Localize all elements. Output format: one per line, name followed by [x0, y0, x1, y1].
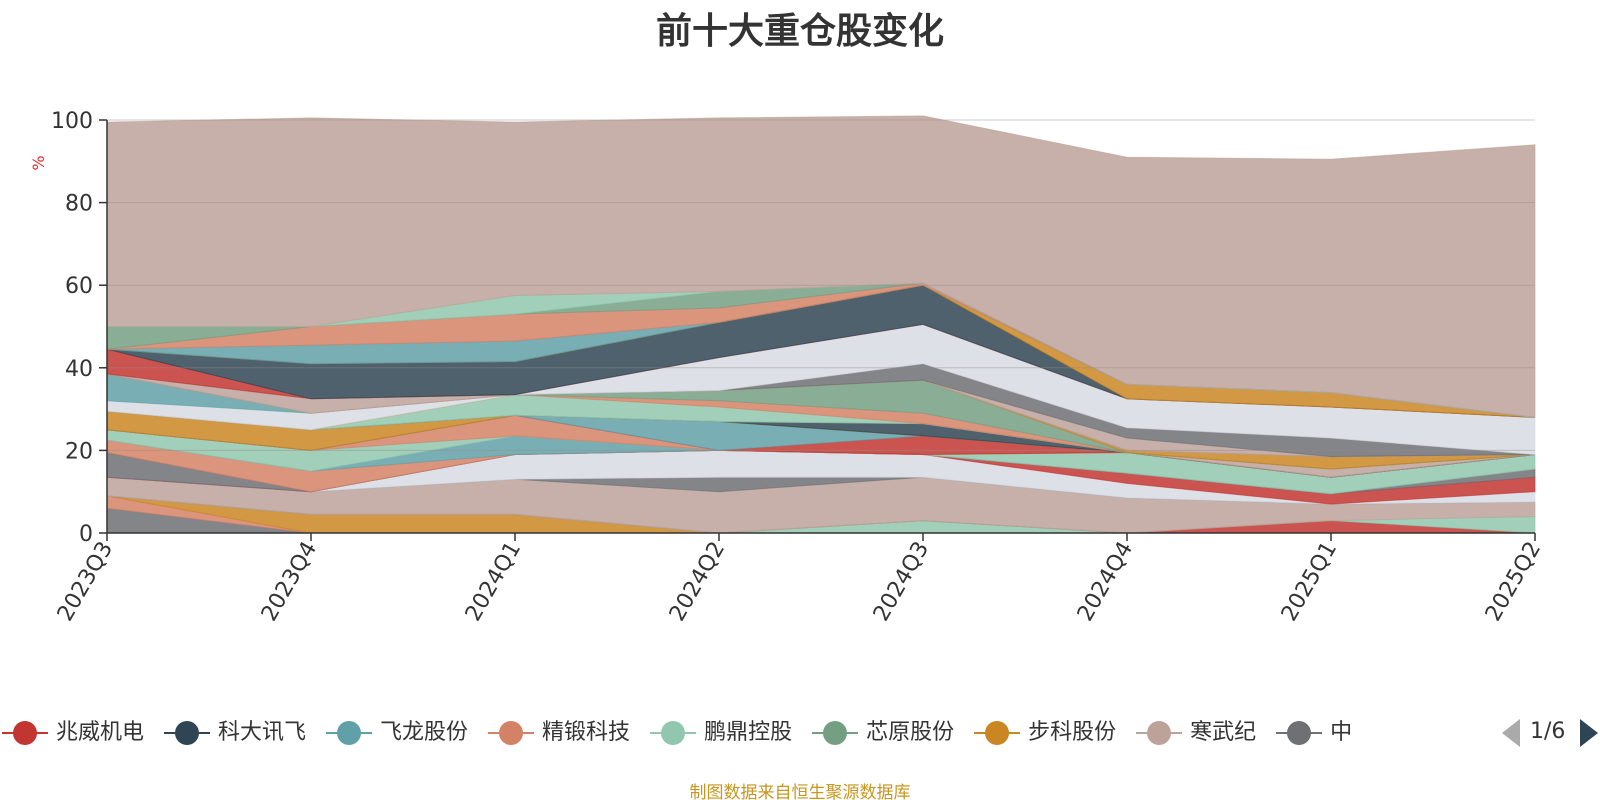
legend-marker-icon — [486, 713, 536, 753]
legend-item[interactable]: 芯原股份 — [810, 712, 954, 752]
x-tick-label: 2024Q3 — [869, 538, 934, 626]
area-series — [106, 115, 1536, 534]
legend-item[interactable]: 鹏鼎控股 — [648, 712, 792, 752]
legend-pager: 1/6 — [1500, 712, 1600, 752]
legend-item[interactable]: 兆威机电 — [0, 712, 144, 752]
legend-item[interactable]: 寒武纪 — [1134, 712, 1256, 752]
legend-item[interactable]: 精锻科技 — [486, 712, 630, 752]
legend-item[interactable]: 步科股份 — [972, 712, 1116, 752]
legend-label: 鹏鼎控股 — [704, 719, 793, 745]
legend-item[interactable]: 科大讯飞 — [162, 712, 306, 752]
legend-marker-icon — [324, 713, 374, 753]
y-tick-label: 80 — [65, 192, 93, 217]
legend-label: 精锻科技 — [542, 719, 631, 745]
legend: 兆威机电 科大讯飞 飞龙股份 精锻科技 鹏鼎控股 芯原股份 步科股份 寒武纪 中 — [0, 712, 1480, 752]
y-tick-label: 0 — [79, 522, 93, 547]
y-tick-label: 40 — [65, 357, 93, 382]
x-tick-label: 2024Q2 — [665, 538, 730, 626]
legend-marker-icon — [0, 713, 50, 753]
legend-marker-icon — [648, 713, 698, 753]
legend-label: 兆威机电 — [56, 719, 145, 745]
legend-marker-icon — [1134, 713, 1184, 753]
x-tick-label: 2023Q4 — [257, 538, 322, 626]
legend-marker-icon — [972, 713, 1022, 753]
legend-label: 芯原股份 — [866, 719, 955, 745]
x-tick-label: 2023Q3 — [53, 538, 118, 626]
legend-marker-icon — [1274, 713, 1324, 753]
chart-title: 前十大重仓股变化 — [655, 11, 944, 52]
legend-next-page-icon[interactable] — [1580, 719, 1598, 747]
x-tick-label: 2024Q4 — [1073, 538, 1138, 626]
legend-label: 步科股份 — [1028, 719, 1117, 745]
y-tick-label: 60 — [65, 274, 93, 299]
legend-marker-icon — [162, 713, 212, 753]
legend-item[interactable]: 飞龙股份 — [324, 712, 468, 752]
legend-prev-page-icon[interactable] — [1502, 719, 1520, 747]
legend-label: 飞龙股份 — [380, 719, 469, 745]
y-tick-label: 20 — [65, 439, 93, 464]
x-tick-label: 2025Q1 — [1277, 538, 1342, 626]
data-source-note: 制图数据来自恒生聚源数据库 — [689, 783, 911, 800]
x-tick-label: 2025Q2 — [1481, 538, 1546, 626]
area-series-38 — [106, 115, 1536, 418]
y-tick-label: 100 — [51, 109, 93, 134]
legend-marker-icon — [810, 713, 860, 753]
legend-label: 科大讯飞 — [218, 719, 307, 745]
legend-page-number: 1/6 — [1530, 719, 1566, 744]
legend-label: 中 — [1330, 719, 1353, 745]
legend-item[interactable]: 中 — [1274, 712, 1352, 752]
y-axis-label: % — [29, 155, 48, 170]
legend-label: 寒武纪 — [1190, 719, 1257, 745]
x-tick-label: 2024Q1 — [461, 538, 526, 626]
